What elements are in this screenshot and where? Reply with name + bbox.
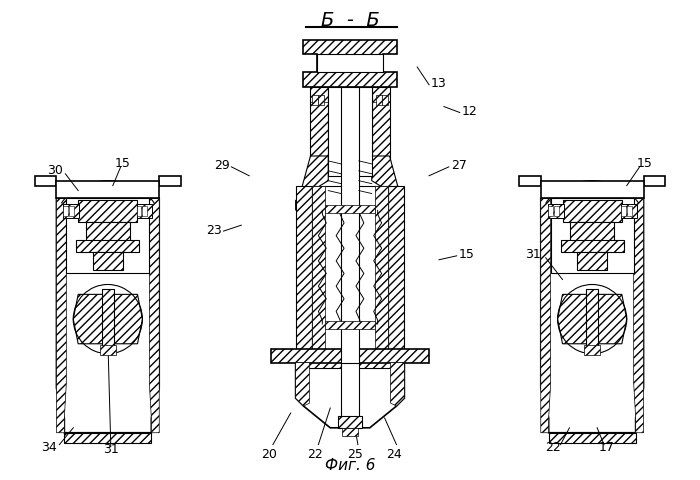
Bar xyxy=(626,206,631,216)
Text: 23: 23 xyxy=(206,224,221,237)
Bar xyxy=(338,416,362,428)
Bar xyxy=(326,205,374,213)
Polygon shape xyxy=(541,199,643,433)
Polygon shape xyxy=(149,199,159,433)
Bar xyxy=(142,206,148,216)
Bar xyxy=(547,204,564,218)
Bar xyxy=(549,433,636,443)
Bar xyxy=(586,289,598,349)
Bar xyxy=(312,186,388,354)
Bar xyxy=(100,345,116,355)
Text: 31: 31 xyxy=(103,443,119,456)
Bar xyxy=(271,349,429,362)
Bar xyxy=(341,87,359,363)
Bar xyxy=(551,199,634,273)
Bar xyxy=(295,186,312,354)
Bar xyxy=(64,204,79,218)
Text: 22: 22 xyxy=(545,441,561,454)
Bar xyxy=(326,321,374,329)
Bar xyxy=(341,362,359,418)
Bar xyxy=(372,87,389,176)
Text: 31: 31 xyxy=(525,248,540,261)
Text: 22: 22 xyxy=(307,447,323,461)
Bar xyxy=(136,204,153,218)
Bar xyxy=(78,201,137,222)
Polygon shape xyxy=(541,199,551,433)
Bar xyxy=(342,428,358,436)
Text: 13: 13 xyxy=(431,77,447,90)
Polygon shape xyxy=(74,294,142,344)
Bar xyxy=(86,222,130,242)
Polygon shape xyxy=(391,362,405,406)
Bar xyxy=(136,206,141,216)
Polygon shape xyxy=(159,176,181,186)
Text: 12: 12 xyxy=(462,105,477,118)
Bar xyxy=(578,252,607,270)
Text: 17: 17 xyxy=(599,441,615,454)
Bar xyxy=(312,186,326,354)
Text: Б  -  Б: Б - Б xyxy=(321,11,379,30)
Bar xyxy=(66,199,149,273)
Polygon shape xyxy=(317,54,383,72)
Bar xyxy=(76,240,139,252)
Bar xyxy=(312,95,318,105)
Text: 15: 15 xyxy=(115,157,131,170)
Bar xyxy=(318,95,324,105)
Polygon shape xyxy=(634,199,643,433)
Bar xyxy=(547,206,552,216)
Bar xyxy=(57,180,159,199)
Text: 30: 30 xyxy=(48,164,64,177)
Text: Фиг. 6: Фиг. 6 xyxy=(325,458,375,473)
Bar xyxy=(93,252,122,270)
Text: 34: 34 xyxy=(41,441,57,454)
Bar xyxy=(102,289,114,349)
Bar xyxy=(570,222,614,242)
Bar xyxy=(621,206,626,216)
Polygon shape xyxy=(372,156,405,210)
Polygon shape xyxy=(643,176,665,186)
Polygon shape xyxy=(295,156,328,210)
Polygon shape xyxy=(558,294,626,344)
Bar xyxy=(563,201,622,222)
Polygon shape xyxy=(57,199,159,433)
Bar xyxy=(388,186,405,354)
Text: 15: 15 xyxy=(636,157,652,170)
Bar xyxy=(295,354,405,369)
Bar xyxy=(328,87,372,176)
Polygon shape xyxy=(57,199,66,433)
Text: 24: 24 xyxy=(386,447,402,461)
Text: 29: 29 xyxy=(214,159,230,172)
Polygon shape xyxy=(302,40,398,87)
Polygon shape xyxy=(519,176,541,186)
Bar xyxy=(64,433,151,443)
Polygon shape xyxy=(295,362,309,406)
Polygon shape xyxy=(35,176,57,186)
Bar xyxy=(311,87,328,176)
Text: 15: 15 xyxy=(458,248,475,261)
Bar xyxy=(382,95,388,105)
Bar xyxy=(64,206,69,216)
Bar xyxy=(561,240,624,252)
Bar xyxy=(541,180,643,199)
Text: 25: 25 xyxy=(347,447,363,461)
Bar xyxy=(376,95,382,105)
Bar xyxy=(621,204,636,218)
Bar xyxy=(554,206,559,216)
Bar xyxy=(374,186,388,354)
Text: 27: 27 xyxy=(451,159,467,172)
Text: 20: 20 xyxy=(261,447,277,461)
Bar xyxy=(584,345,600,355)
Polygon shape xyxy=(295,362,405,428)
Bar xyxy=(69,206,74,216)
